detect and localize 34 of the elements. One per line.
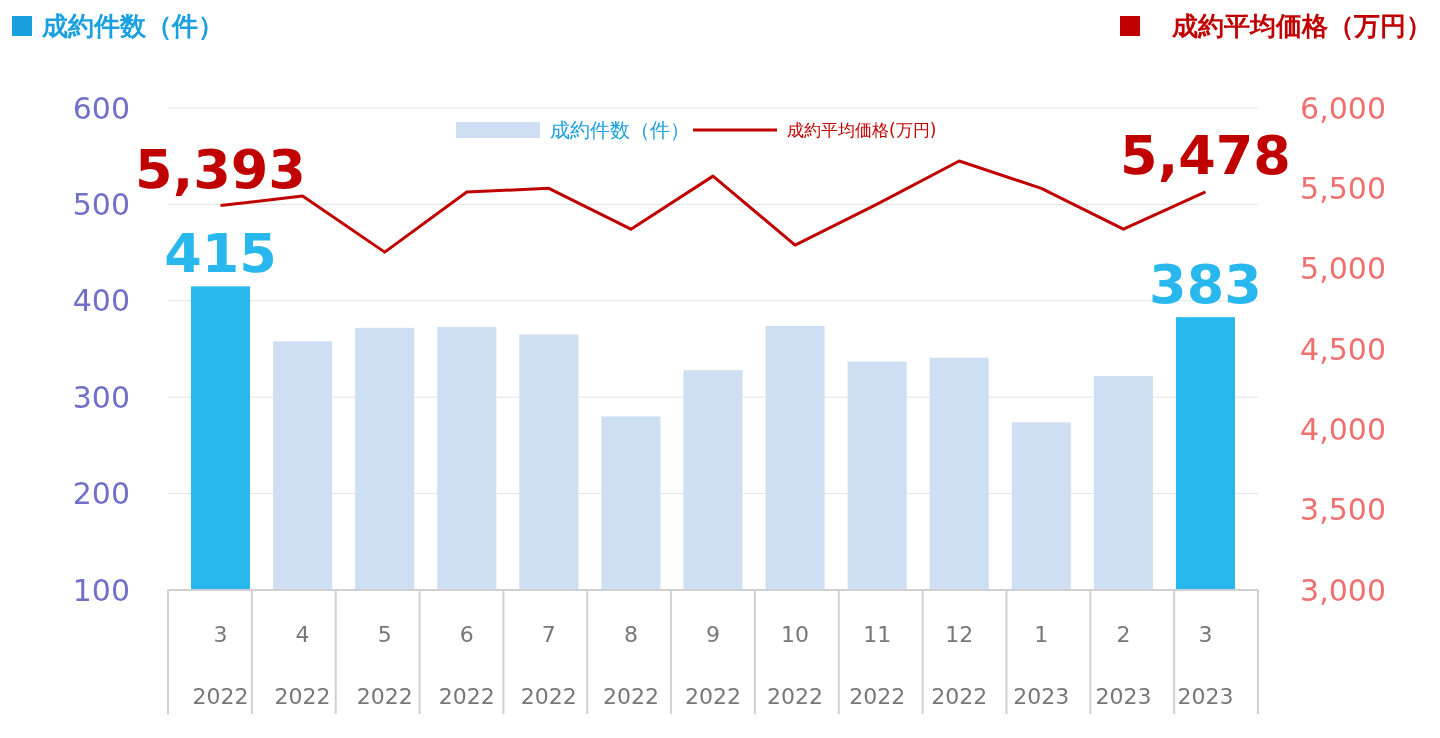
category-label: 3 2023 [1177,622,1234,709]
category-label: 5 2022 [356,622,413,709]
category-label: 2 2023 [1095,622,1152,709]
category-label: 11 2022 [849,622,906,709]
category-label: 4 2022 [274,622,331,709]
category-label: 6 2022 [438,622,495,709]
data-label: 383 [1149,253,1262,317]
legend-label: 成約件数（件） [550,118,690,142]
category-label: 9 2022 [685,622,741,709]
y2-tick-label: 4,500 [1300,331,1386,367]
y2-tick-label: 5,000 [1300,251,1386,287]
y2-tick-label: 4,000 [1300,411,1386,447]
y2-axis-title: 成約平均価格（万円） [1171,11,1432,41]
y-tick-label: 600 [72,90,130,126]
y-tick-label: 500 [72,186,130,222]
y-tick-label: 100 [72,572,130,608]
y-tick-label: 200 [72,476,130,512]
category-label: 7 2022 [520,622,577,709]
y2-tick-label: 3,500 [1300,492,1386,528]
y-tick-label: 400 [72,283,130,319]
category-label: 3 2022 [192,622,249,709]
category-label: 12 2022 [931,622,988,709]
data-label: 5,478 [1120,123,1291,187]
y-axis-title: 成約件数（件） [41,11,224,41]
category-label: 8 2022 [602,622,659,709]
category-label: 10 2022 [767,622,824,709]
data-label: 5,393 [135,137,306,201]
legend-label: 成約平均価格(万円) [787,119,937,140]
y2-tick-label: 5,500 [1300,170,1386,206]
y-tick-label: 300 [72,379,130,415]
data-label: 415 [164,222,277,286]
y2-tick-label: 6,000 [1300,90,1386,126]
y2-tick-label: 3,000 [1300,572,1386,608]
category-label: 1 2023 [1013,622,1070,709]
